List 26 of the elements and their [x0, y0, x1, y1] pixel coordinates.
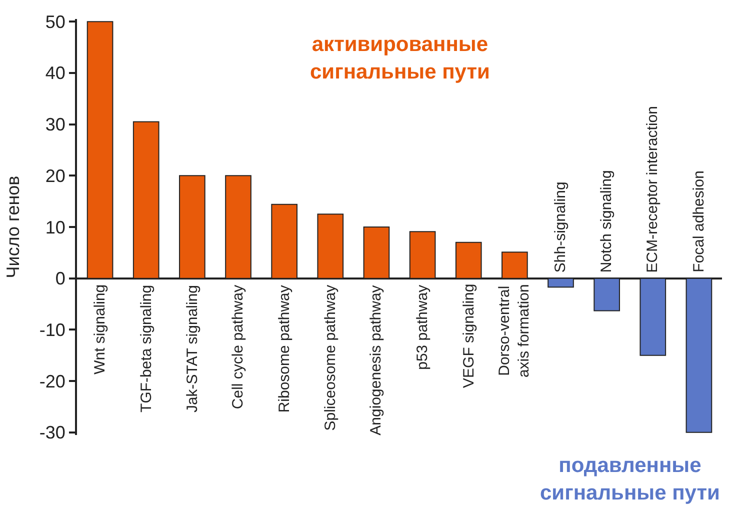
x-tick-label: TGF-beta signaling [138, 284, 155, 412]
x-tick-label: Cell cycle pathway [229, 284, 246, 410]
y-tick-label: 30 [45, 114, 66, 135]
y-axis-title: Число генов [3, 176, 24, 278]
y-tick-label: -10 [39, 320, 66, 340]
x-tick-label: Wnt signaling [92, 284, 109, 374]
x-tick-label: Spliceosome pathway [322, 284, 340, 431]
y-tick-label: 50 [45, 12, 66, 32]
x-tick-label: VEGF signaling [460, 284, 478, 388]
x-tick-label: Shh-signaling [552, 182, 569, 273]
x-tick-label: Focal adhesion [690, 170, 708, 272]
annotation: активированные сигнальные пути [310, 33, 490, 84]
y-tick-label: -30 [39, 422, 66, 443]
y-tick-label: 40 [45, 63, 66, 84]
y-tick-label: 10 [45, 217, 66, 238]
y-tick-label: 20 [45, 166, 66, 186]
x-tick-label: Angiogenesis pathway [368, 284, 385, 436]
x-tick-label: Ribosome pathway [276, 284, 293, 413]
x-tick-label: ECM-receptor interaction [644, 106, 662, 273]
text: подавленные сигнальные пути [540, 454, 720, 504]
y-tick-label: -20 [39, 371, 66, 392]
x-tick-label: Dorso-ventral axis formation [496, 284, 532, 378]
x-tick-label: Notch signaling [598, 170, 615, 273]
x-tick-label: p53 pathway [414, 284, 432, 370]
y-tick-label: 0 [55, 268, 66, 289]
x-tick-label: Jak-STAT signaling [184, 284, 201, 413]
